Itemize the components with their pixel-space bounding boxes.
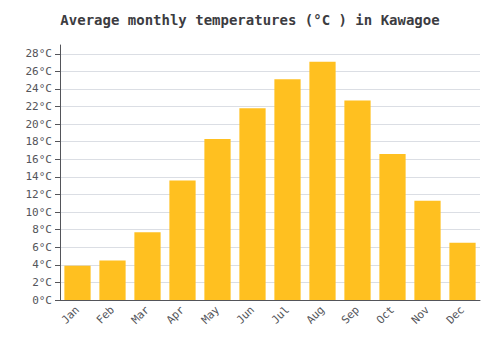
svg-text:4°C: 4°C <box>32 258 52 271</box>
svg-text:14°C: 14°C <box>26 170 53 183</box>
svg-text:Apr: Apr <box>164 303 187 326</box>
svg-text:Jan: Jan <box>59 303 82 326</box>
svg-text:Oct: Oct <box>374 303 397 326</box>
svg-text:20°C: 20°C <box>26 118 53 131</box>
svg-text:Mar: Mar <box>129 303 152 326</box>
svg-text:Feb: Feb <box>94 303 117 326</box>
svg-text:Nov: Nov <box>409 303 432 326</box>
svg-text:Average monthly temperatures (: Average monthly temperatures (°C ) in Ka… <box>60 12 439 28</box>
svg-text:Sep: Sep <box>339 303 362 326</box>
svg-text:28°C: 28°C <box>26 47 53 60</box>
svg-text:26°C: 26°C <box>26 65 53 78</box>
svg-text:18°C: 18°C <box>26 135 53 148</box>
svg-text:May: May <box>199 303 222 326</box>
svg-text:6°C: 6°C <box>32 241 52 254</box>
svg-text:8°C: 8°C <box>32 223 52 236</box>
svg-text:0°C: 0°C <box>32 294 52 307</box>
svg-text:22°C: 22°C <box>26 100 53 113</box>
svg-text:2°C: 2°C <box>32 276 52 289</box>
svg-text:Aug: Aug <box>304 303 327 326</box>
svg-text:Dec: Dec <box>444 303 467 326</box>
svg-text:Jul: Jul <box>269 303 292 326</box>
svg-text:16°C: 16°C <box>26 153 53 166</box>
svg-text:24°C: 24°C <box>26 82 53 95</box>
svg-text:Jun: Jun <box>234 303 257 326</box>
svg-text:12°C: 12°C <box>26 188 53 201</box>
svg-text:10°C: 10°C <box>26 206 53 219</box>
